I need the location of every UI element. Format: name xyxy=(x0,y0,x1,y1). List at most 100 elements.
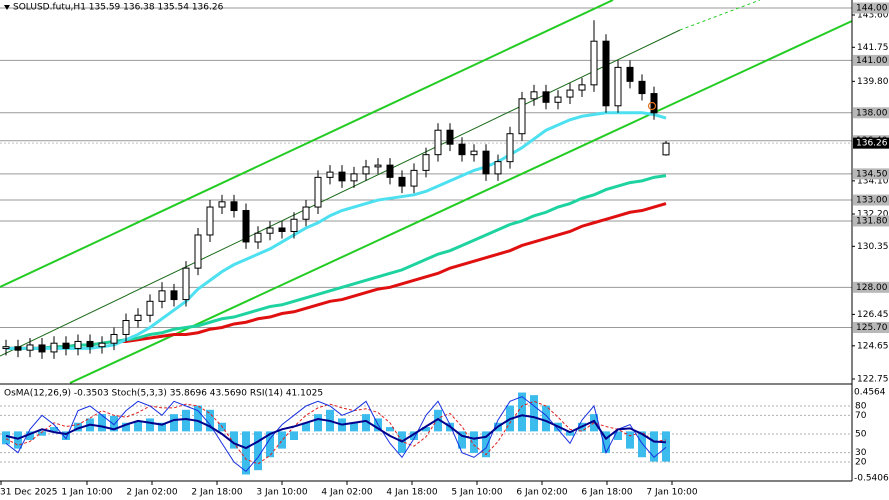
channel-lower xyxy=(69,20,853,384)
level-box xyxy=(853,281,889,293)
candle-body xyxy=(458,143,466,156)
channel-center-ext xyxy=(679,0,761,31)
y-tick-label: 130.35 xyxy=(857,242,889,252)
level-label: 144.00 xyxy=(856,4,888,14)
collapse-arrow[interactable] xyxy=(4,5,10,10)
osma-bar xyxy=(74,422,82,432)
main-layer xyxy=(2,20,670,359)
level-box xyxy=(853,321,889,333)
osma-bar xyxy=(638,431,646,458)
osma-bar xyxy=(458,431,466,449)
candle-body xyxy=(578,84,586,91)
candle-body xyxy=(494,161,502,175)
candle-body xyxy=(482,150,490,175)
x-tick-label: 4 Jan 02:00 xyxy=(321,488,373,498)
osma-bar xyxy=(602,431,610,453)
candle-body xyxy=(194,234,202,269)
osma-bar xyxy=(62,431,70,440)
candle-body xyxy=(110,333,118,344)
candle-body xyxy=(254,232,262,243)
level-box xyxy=(853,107,889,119)
osma-bar xyxy=(314,414,322,432)
candle-body xyxy=(146,300,154,316)
y-tick-label: 70 xyxy=(855,411,867,421)
y2-tick-label: 0.4564 xyxy=(854,388,886,398)
osma-bar xyxy=(362,414,370,432)
x-tick-label: 4 Jan 18:00 xyxy=(386,488,438,498)
candle-body xyxy=(50,342,58,353)
x-tick-label: 6 Jan 18:00 xyxy=(581,488,633,498)
osma-bar xyxy=(242,431,250,475)
candle-body xyxy=(314,176,322,208)
y-tick-label: 30 xyxy=(855,448,867,458)
osma-bar xyxy=(254,431,262,471)
candle-body xyxy=(506,133,514,163)
candle-body xyxy=(230,201,238,212)
osma-bar xyxy=(302,422,310,432)
price-label: 136.26 xyxy=(856,139,888,149)
rsi-line xyxy=(5,414,667,450)
candle-body xyxy=(338,171,346,182)
osma-bar xyxy=(434,409,442,432)
y-tick-label: 122.75 xyxy=(857,374,889,384)
candle-body xyxy=(350,173,358,182)
y-tick-label: 143.60 xyxy=(857,11,889,21)
x-tick-label: 5 Jan 10:00 xyxy=(451,488,503,498)
candle-body xyxy=(470,150,478,156)
level-box xyxy=(853,2,889,14)
x-tick-label: 2 Jan 02:00 xyxy=(126,488,178,498)
candle-body xyxy=(542,91,550,103)
level-box xyxy=(853,54,889,66)
x-tick-label: 2 Jan 18:00 xyxy=(191,488,243,498)
osma-bar xyxy=(290,431,298,440)
y-tick-label: 126.45 xyxy=(857,310,889,320)
stoch-signal-line xyxy=(5,400,667,465)
osma-bar xyxy=(470,431,478,453)
candle-body xyxy=(446,129,454,145)
osma-bar xyxy=(266,431,274,458)
candle-body xyxy=(554,96,562,103)
candle-body xyxy=(398,176,406,187)
osma-bar xyxy=(650,431,658,462)
osma-bar xyxy=(350,422,358,432)
chart-title: SOLUSD.futu,H1 135.59 136.38 135.54 136.… xyxy=(13,3,224,13)
channel-center xyxy=(0,29,681,357)
y-tick-label: 134.10 xyxy=(857,176,889,186)
candle-body xyxy=(590,40,598,86)
y2-tick-label: -0.5406 xyxy=(854,474,889,484)
osma-bar xyxy=(626,431,634,449)
level-label: 133.00 xyxy=(856,196,888,206)
osma-bar xyxy=(98,414,106,432)
candle-body xyxy=(98,342,106,348)
candle-body xyxy=(266,227,274,234)
osma-bar xyxy=(2,431,10,445)
osma-bar xyxy=(230,431,238,449)
candle-body xyxy=(182,267,190,301)
candle-body xyxy=(206,206,214,236)
candle-body xyxy=(362,166,370,175)
level-box xyxy=(853,168,889,180)
x-tick-label: 3 Jan 10:00 xyxy=(256,488,308,498)
moving-average xyxy=(6,111,667,350)
osma-bar xyxy=(614,431,622,440)
osma-bar xyxy=(50,427,58,432)
osma-bar xyxy=(134,421,142,432)
y-tick-label: 50 xyxy=(855,430,867,440)
y-tick-label: 139.80 xyxy=(857,77,889,87)
osma-bar xyxy=(422,427,430,432)
candle-body xyxy=(122,320,130,335)
y-tick-label: 141.75 xyxy=(857,43,889,53)
level-label: 125.70 xyxy=(856,323,888,333)
candle-body xyxy=(530,91,538,100)
osma-bar xyxy=(410,431,418,440)
x-tick-label: 7 Jan 10:00 xyxy=(646,488,698,498)
candle-body xyxy=(278,227,286,232)
candle-body xyxy=(242,210,250,243)
level-label: 128.00 xyxy=(856,283,888,293)
osma-bar xyxy=(14,431,22,449)
osma-bar xyxy=(26,431,34,440)
osma-bar xyxy=(146,418,154,432)
level-label: 131.80 xyxy=(856,217,888,227)
indicator-title: OsMA(12,26,9) -0.3503 Stoch(5,3,3) 35.86… xyxy=(4,389,323,399)
candle-body xyxy=(434,129,442,156)
